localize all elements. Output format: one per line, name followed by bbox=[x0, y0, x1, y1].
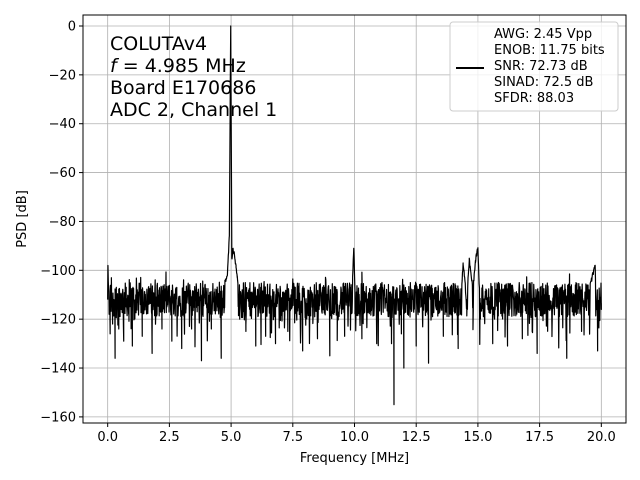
x-tick-label: 10.0 bbox=[340, 430, 369, 445]
y-axis: 0 −20 −40 −60 −80 −100 −120 −140 −160 bbox=[40, 19, 83, 425]
y-tick-label: −60 bbox=[49, 166, 76, 181]
legend-entry: SINAD: 72.5 dB bbox=[494, 75, 593, 90]
y-tick-label: −120 bbox=[40, 313, 76, 328]
legend-entry: ENOB: 11.75 bits bbox=[494, 43, 605, 58]
x-axis-label: Frequency [MHz] bbox=[300, 451, 409, 466]
x-tick-label: 15.0 bbox=[463, 430, 492, 445]
annotation-block: COLUTAv4 f = 4.985 MHz Board E170686 ADC… bbox=[110, 33, 277, 121]
legend-entry: SNR: 72.73 dB bbox=[494, 59, 588, 74]
x-axis: 0.0 2.5 5.0 7.5 10.0 12.5 15.0 17.5 20.0 bbox=[97, 423, 616, 445]
x-tick-label: 17.5 bbox=[525, 430, 554, 445]
series-layer bbox=[107, 25, 602, 406]
y-tick-label: −40 bbox=[49, 117, 76, 132]
y-tick-label: −100 bbox=[40, 264, 76, 279]
x-tick-label: 2.5 bbox=[159, 430, 180, 445]
x-tick-label: 7.5 bbox=[282, 430, 303, 445]
y-axis-label: PSD [dB] bbox=[15, 190, 30, 248]
annotation-frequency: f = 4.985 MHz bbox=[110, 55, 246, 77]
legend-box bbox=[449, 21, 619, 112]
legend-entry: SFDR: 88.03 bbox=[494, 91, 574, 106]
legend-entry: AWG: 2.45 Vpp bbox=[494, 27, 592, 42]
annotation-board: Board E170686 bbox=[110, 77, 256, 99]
y-tick-label: −80 bbox=[49, 215, 76, 230]
annotation-adc: ADC 2, Channel 1 bbox=[110, 99, 277, 121]
annotation-freq-value: = 4.985 MHz bbox=[117, 55, 246, 77]
x-tick-label: 20.0 bbox=[587, 430, 616, 445]
y-tick-label: 0 bbox=[68, 19, 76, 34]
x-tick-label: 0.0 bbox=[97, 430, 118, 445]
y-tick-label: −140 bbox=[40, 362, 76, 377]
y-tick-label: −160 bbox=[40, 410, 76, 425]
x-tick-label: 12.5 bbox=[402, 430, 431, 445]
x-tick-label: 5.0 bbox=[221, 430, 242, 445]
psd-series-line bbox=[107, 25, 602, 406]
legend: AWG: 2.45 Vpp ENOB: 11.75 bits SNR: 72.7… bbox=[449, 21, 619, 112]
annotation-freq-symbol: f bbox=[110, 55, 120, 77]
annotation-chip: COLUTAv4 bbox=[110, 33, 207, 55]
y-tick-label: −20 bbox=[49, 68, 76, 83]
